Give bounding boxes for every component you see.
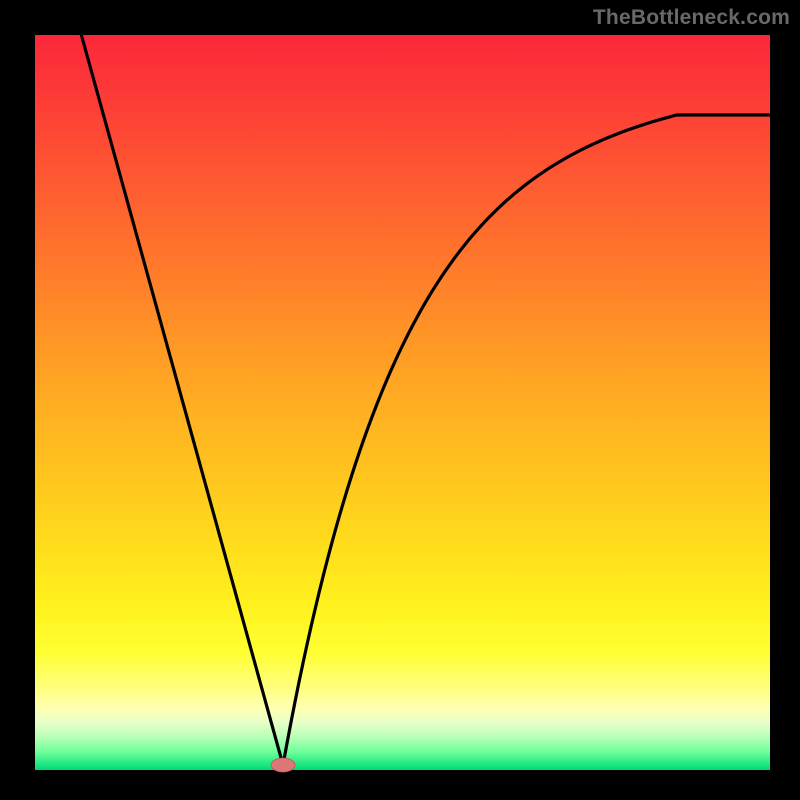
optimal-point-marker — [271, 758, 295, 772]
plot-background — [35, 35, 770, 770]
watermark-text: TheBottleneck.com — [593, 6, 790, 30]
chart-svg — [0, 0, 800, 800]
chart-frame: TheBottleneck.com — [0, 0, 800, 800]
